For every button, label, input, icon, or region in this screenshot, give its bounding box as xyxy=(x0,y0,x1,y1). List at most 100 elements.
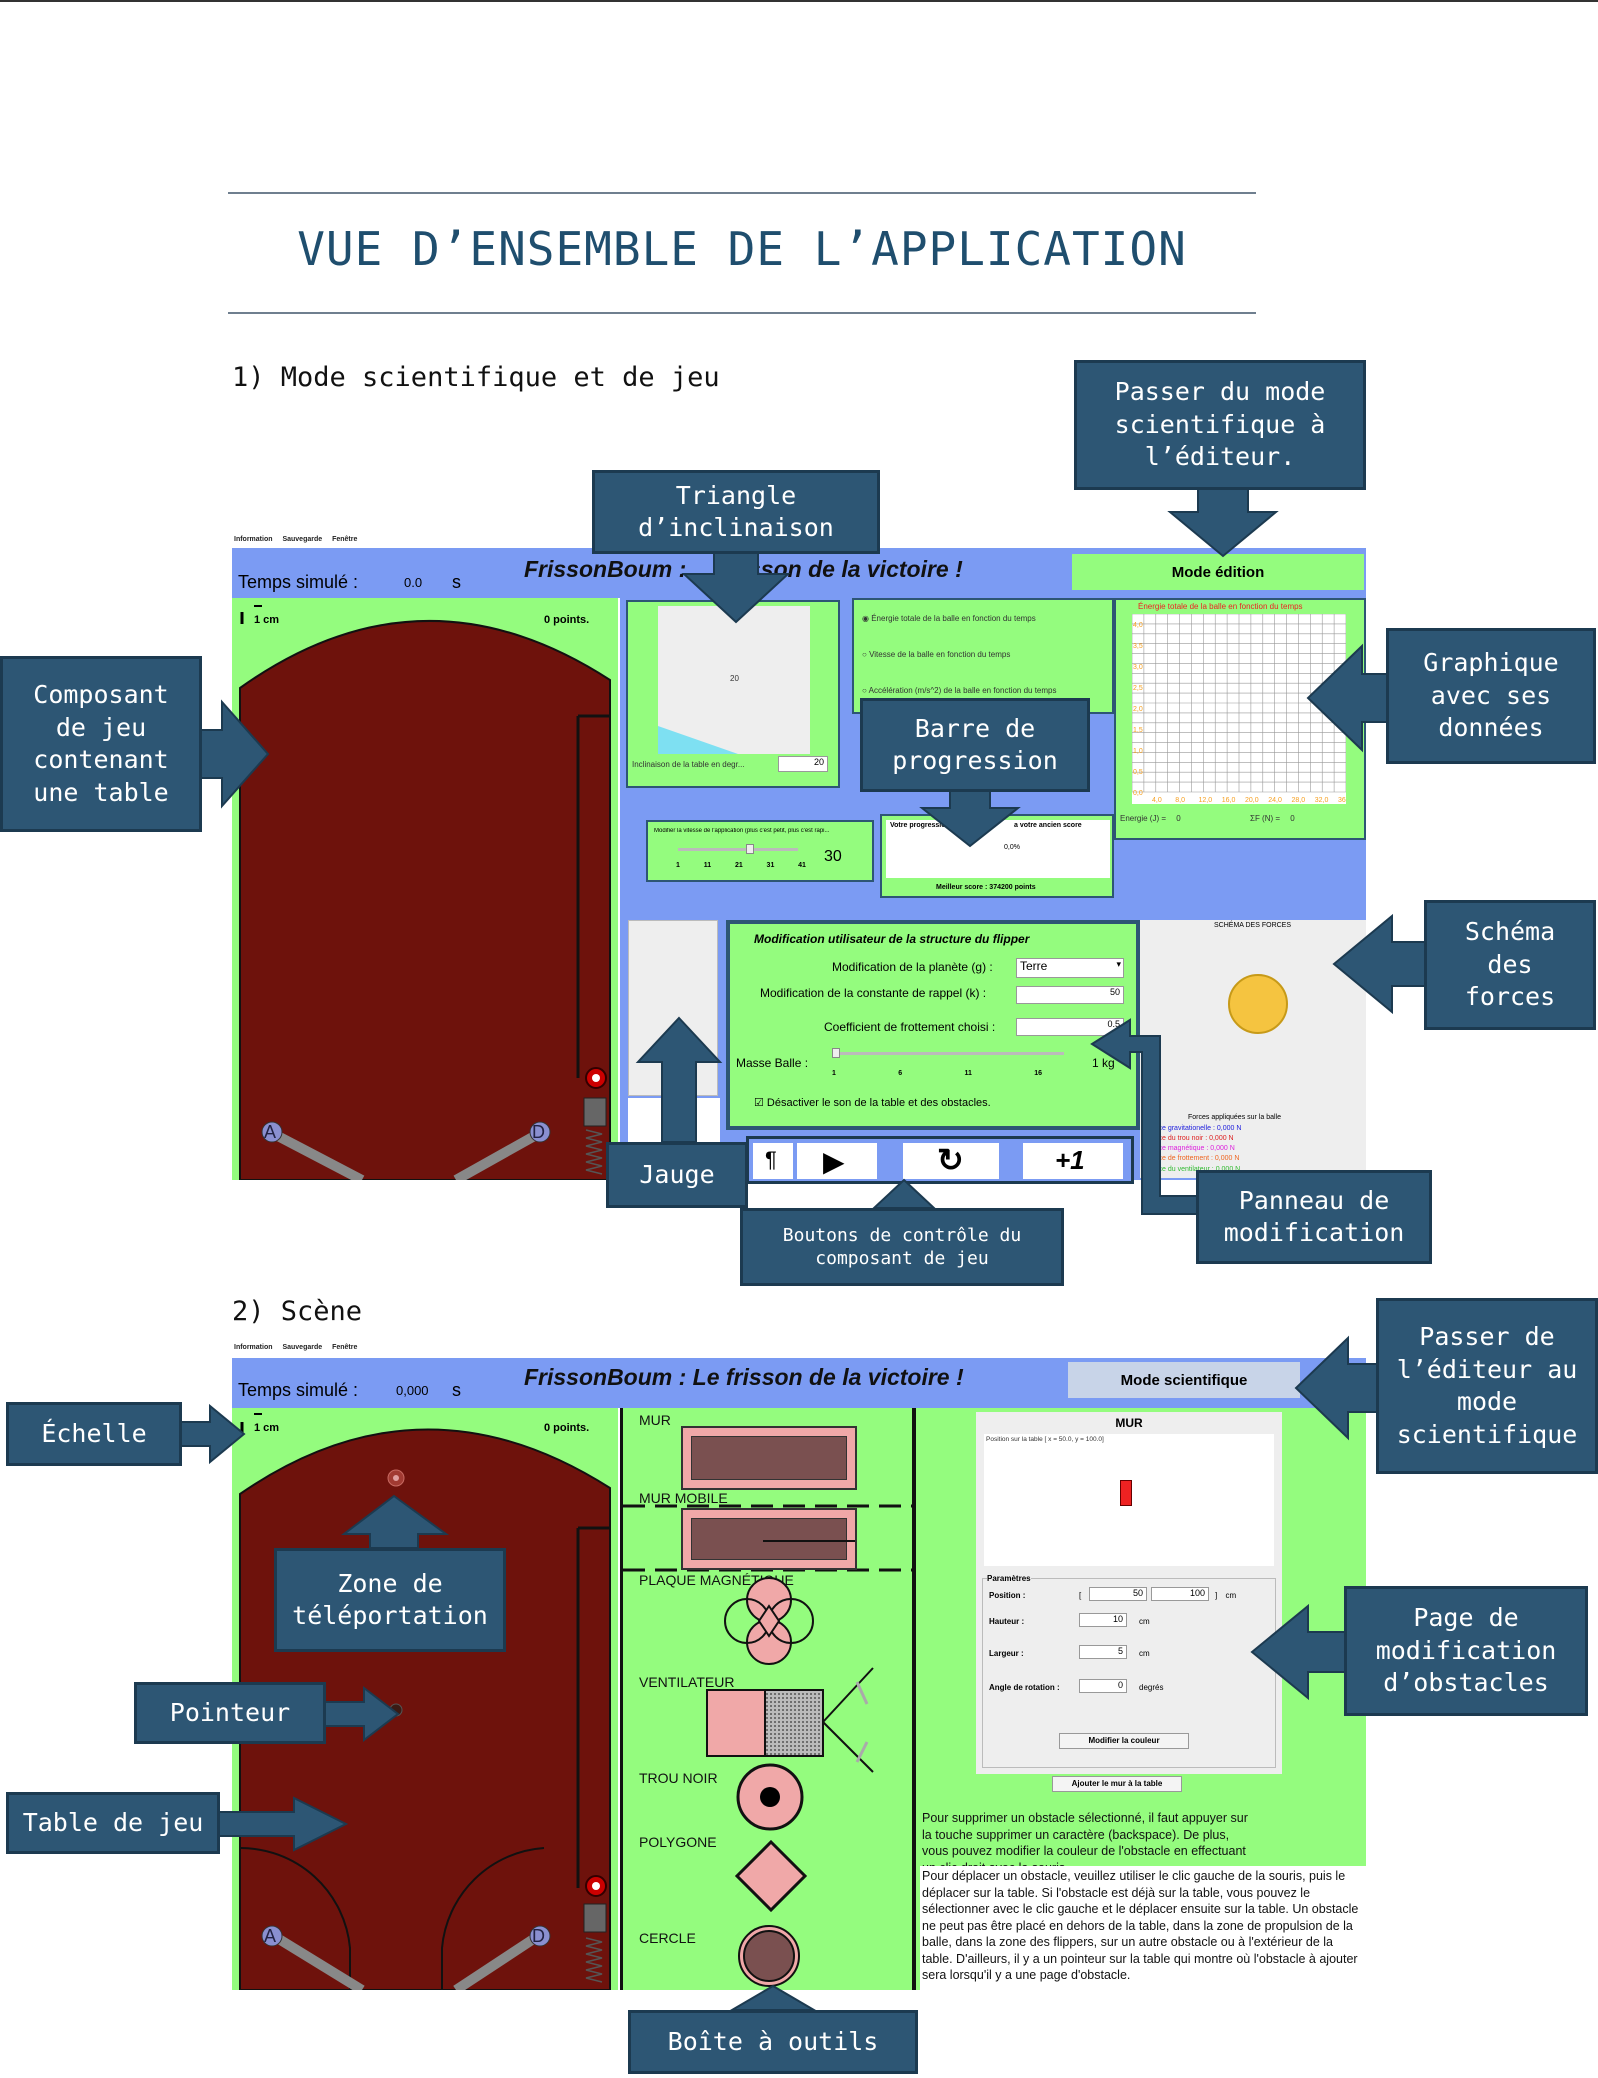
app-title: FrissonBoum : risson de la victoire ! xyxy=(524,556,963,582)
tool-ventilateur[interactable] xyxy=(705,1664,895,1774)
incline-input[interactable]: 20 xyxy=(778,756,828,772)
arrow-triangle xyxy=(681,551,791,624)
tool-label-mur: MUR xyxy=(639,1412,671,1428)
timer-label-2: Temps simulé : xyxy=(238,1380,359,1400)
tool-polygone[interactable] xyxy=(735,1840,807,1912)
modify-color-button[interactable]: Modifier la couleur xyxy=(1059,1733,1189,1749)
toolbox: MUR MUR MOBILE PLAQUE MAGNÉTIQUE VENTILA… xyxy=(620,1408,916,1990)
planet-select[interactable]: Terre ▾ xyxy=(1016,958,1124,978)
arrow-zone-teleport xyxy=(341,1494,450,1549)
arrow-graphique xyxy=(1306,643,1389,753)
graph-x-tick: 4,0 xyxy=(1152,797,1162,804)
force-item: Force gravitationelle : 0,000 N xyxy=(1148,1125,1242,1132)
speed-slider-thumb[interactable] xyxy=(746,844,754,854)
graph-title: Énergie totale de la balle en fonction d… xyxy=(1138,602,1303,611)
flipper-left-label: A xyxy=(264,1122,277,1142)
position-label: Position : xyxy=(989,1591,1026,1600)
friction-label: Coefficient de frottement choisi : xyxy=(824,1020,996,1034)
mass-slider-track[interactable] xyxy=(834,1052,1064,1055)
mode-scientifique-button[interactable]: Mode scientifique xyxy=(1068,1362,1300,1398)
arrow-echelle xyxy=(179,1403,246,1465)
forces-schema-panel: SCHÉMA DES FORCES Forces appliquées sur … xyxy=(1140,920,1366,1178)
timer-value: 0.0 xyxy=(404,575,423,590)
callout-triangle: Triangle d’inclinaison xyxy=(592,470,880,554)
tool-mur[interactable] xyxy=(681,1426,857,1490)
graph-options-panel: ◉ Énergie totale de la balle en fonction… xyxy=(852,598,1114,714)
arrow-jauge xyxy=(635,1016,723,1143)
add-wall-button: Ajouter le mur à la table xyxy=(1052,1776,1182,1792)
best-score: Meilleur score : 374200 points xyxy=(936,884,1036,891)
help-text-move: Pour déplacer un obstacle, veuillez util… xyxy=(922,1869,1359,1982)
menu-item-fenetre-2[interactable]: Fenêtre xyxy=(332,1344,358,1351)
graph-x-tick: 16,0 xyxy=(1222,797,1236,804)
play-button[interactable]: ▶ xyxy=(797,1143,877,1179)
angle-label: Angle de rotation : xyxy=(989,1683,1060,1692)
progress-value: 0,0% xyxy=(1004,844,1020,851)
callout-panneau-modif: Panneau de modification xyxy=(1196,1170,1432,1264)
menu-item-information[interactable]: Information xyxy=(234,536,273,543)
plus-one-button[interactable]: +1 xyxy=(1023,1143,1123,1179)
obstacle-editor: MUR Position sur la table [ x = 50.0, y … xyxy=(976,1412,1282,1792)
force-item: Force magnétique : 0,000 N xyxy=(1148,1145,1235,1153)
mode-edition-button[interactable]: Mode édition xyxy=(1072,554,1364,590)
flipper-right-label-2: D xyxy=(532,1926,545,1946)
graph-y-tick: 4,0 xyxy=(1133,622,1143,629)
incline-triangle-view: 20 xyxy=(658,606,810,754)
force-item: Force de frottement : 0,000 N xyxy=(1148,1155,1240,1163)
tool-trou-noir[interactable] xyxy=(735,1762,805,1832)
graph-option-speed[interactable]: ○ Vitesse de la balle en fonction du tem… xyxy=(862,650,1011,659)
position-x-input[interactable]: 50 xyxy=(1089,1587,1147,1601)
graph-y-tick: 0,0 xyxy=(1133,790,1143,797)
callout-schema-forces: Schéma des forces xyxy=(1424,900,1596,1030)
height-unit: cm xyxy=(1139,1617,1150,1626)
callout-table-jeu: Table de jeu xyxy=(6,1792,220,1854)
width-input[interactable]: 5 xyxy=(1079,1645,1127,1659)
width-label: Largeur : xyxy=(989,1649,1024,1658)
angle-unit: degrés xyxy=(1139,1683,1164,1692)
height-input[interactable]: 10 xyxy=(1079,1613,1127,1627)
callout-passer-scientifique: Passer de l’éditeur au mode scientifique xyxy=(1376,1298,1598,1474)
tool-mur-mobile[interactable] xyxy=(681,1508,857,1570)
tool-label-mur-mobile: MUR MOBILE xyxy=(639,1490,728,1506)
tool-cercle[interactable] xyxy=(733,1922,805,1990)
speed-value: 30 xyxy=(824,848,842,865)
progress-label: Votre progression xyxy=(890,822,950,829)
graph-option-accel[interactable]: ○ Accélération (m/s^2) de la balle en fo… xyxy=(862,686,1057,695)
points-label-2: 0 points. xyxy=(544,1422,590,1434)
menu-item-sauvegarde-2[interactable]: Sauvegarde xyxy=(282,1344,323,1351)
timer-unit: s xyxy=(452,572,461,592)
incline-triangle-value: 20 xyxy=(730,674,739,683)
sound-checkbox[interactable]: ☑ Désactiver le son de la table et des o… xyxy=(754,1097,991,1109)
tool-label-polygone: POLYGONE xyxy=(639,1834,717,1850)
graph-x-tick: 8,0 xyxy=(1175,797,1185,804)
graph-area: 4,0 3,5 3,0 2,5 2,0 1,5 1,0 0,5 0,0 4,0 8,0 12,0 16,… xyxy=(1131,613,1352,804)
arrow-boutons-controle xyxy=(871,1178,937,1209)
points-label: 0 points. xyxy=(544,614,590,626)
tool-plaque-magnetique[interactable] xyxy=(719,1576,819,1666)
pause-icon: ¶ xyxy=(765,1147,777,1172)
menu-bar-2: Information Sauvegarde Fenêtre xyxy=(234,1344,365,1351)
tool-label-cercle: CERCLE xyxy=(639,1930,696,1946)
progress-label-2: a votre ancien score xyxy=(1014,822,1082,829)
spring-input[interactable]: 50 xyxy=(1016,986,1124,1004)
tool-mur-mobile-dashes xyxy=(623,1504,913,1572)
scale-label: 1 cm xyxy=(254,614,280,626)
mass-slider-thumb[interactable] xyxy=(832,1048,840,1058)
callout-passer-editeur: Passer du mode scientifique à l’éditeur. xyxy=(1074,360,1366,490)
menu-item-fenetre[interactable]: Fenêtre xyxy=(332,536,358,543)
graph-x-tick: 28,0 xyxy=(1292,797,1306,804)
menu-item-information-2[interactable]: Information xyxy=(234,1344,273,1351)
timer-label: Temps simulé : xyxy=(238,572,359,592)
arrow-panneau-modif xyxy=(1090,1018,1199,1215)
game-component[interactable]: 1 cm 0 points. A D xyxy=(232,598,618,1180)
graph-option-energy[interactable]: ◉ Énergie totale de la balle en fonction… xyxy=(862,614,1036,623)
force-sum-label: ΣF (N) = 0 xyxy=(1250,814,1295,823)
pause-button[interactable]: ¶ xyxy=(753,1143,793,1179)
scale-label-2: 1 cm xyxy=(254,1422,280,1434)
params-box: Paramètres Position : [ 50 100 ] cm Haut… xyxy=(982,1574,1276,1768)
menu-item-sauvegarde[interactable]: Sauvegarde xyxy=(282,536,323,543)
angle-input[interactable]: 0 xyxy=(1079,1679,1127,1693)
speed-slider-track[interactable] xyxy=(678,848,798,851)
position-y-input[interactable]: 100 xyxy=(1151,1587,1209,1601)
reset-button[interactable]: ↻ xyxy=(903,1142,999,1179)
